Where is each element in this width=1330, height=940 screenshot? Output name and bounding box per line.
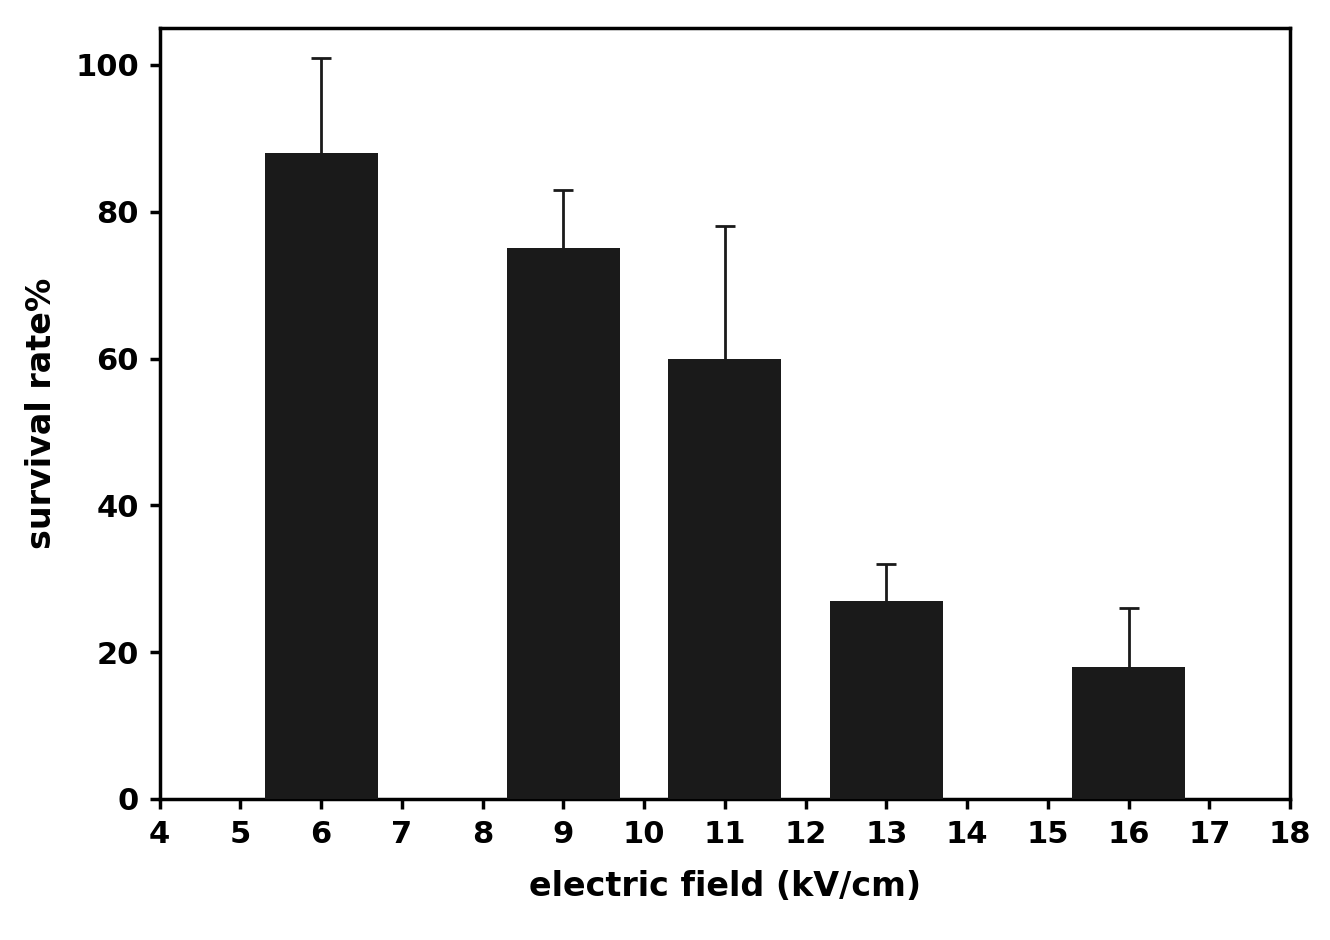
Bar [1072,666,1185,799]
Bar [830,601,943,799]
Bar [669,358,782,799]
Y-axis label: survival rate%: survival rate% [25,278,59,549]
X-axis label: electric field (kV/cm): electric field (kV/cm) [529,870,920,902]
Bar [507,248,620,799]
Bar [265,153,378,799]
